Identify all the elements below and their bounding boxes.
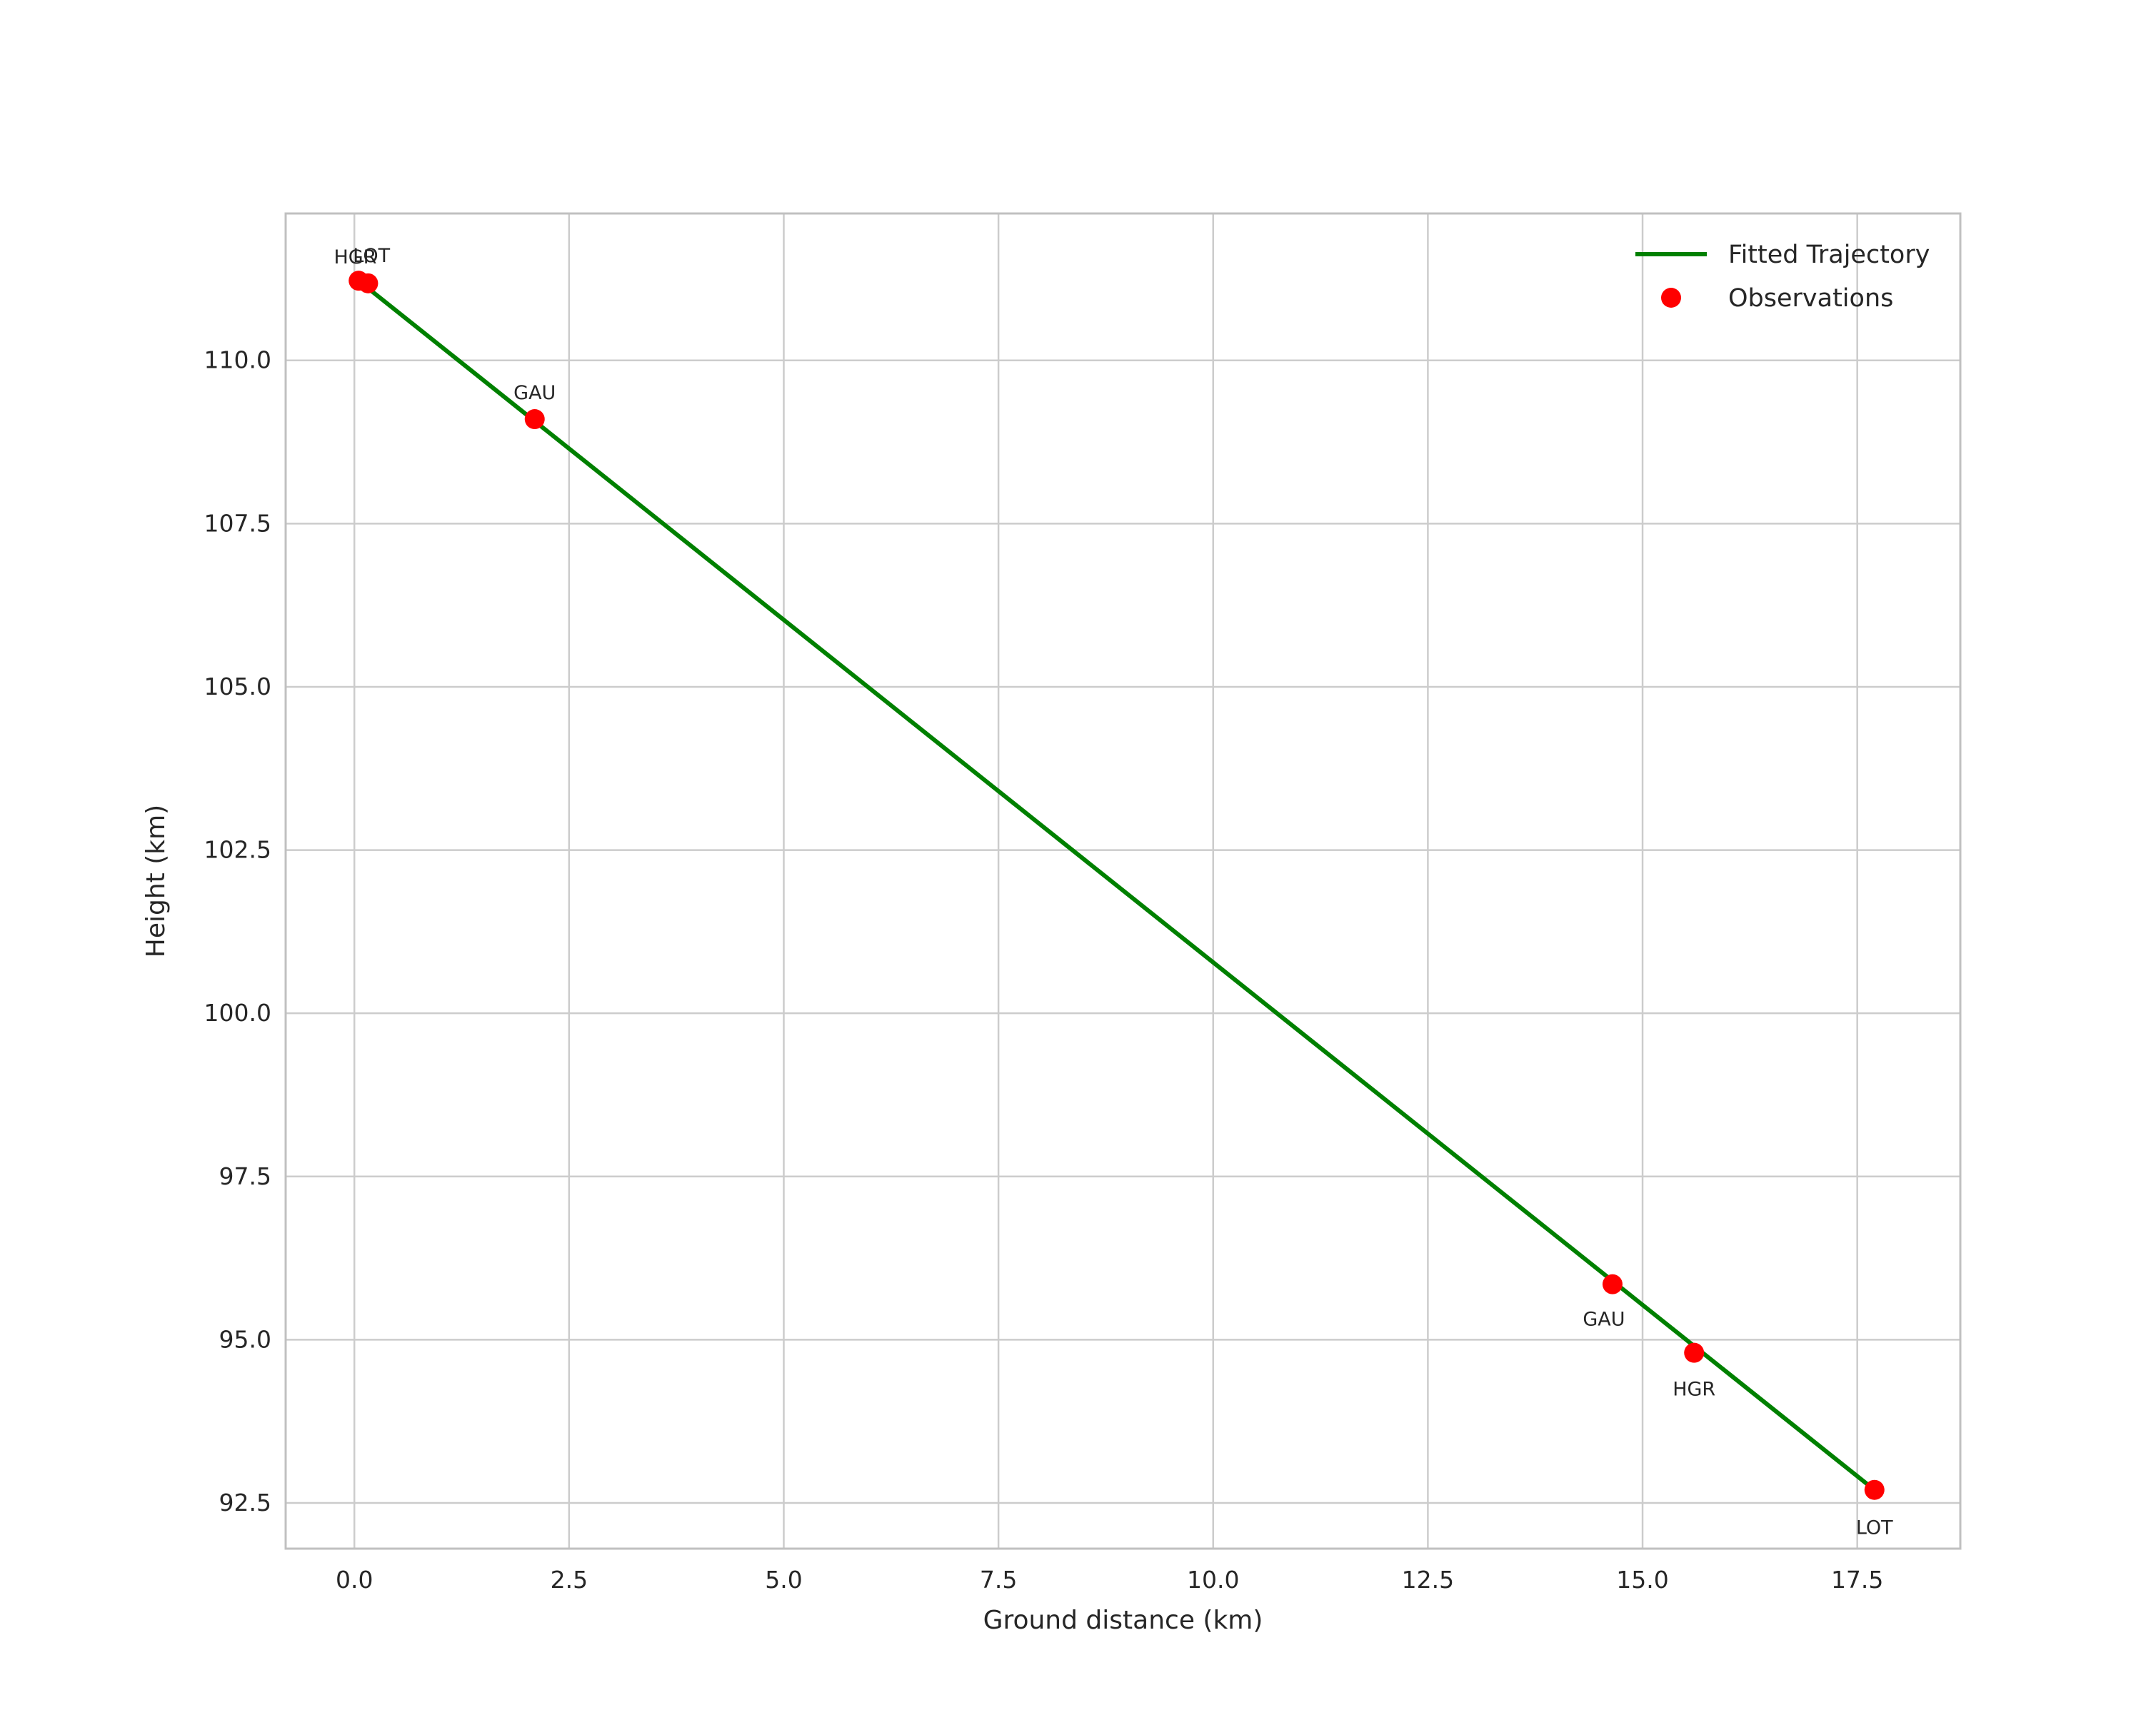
plot-frame: [284, 212, 1962, 1550]
legend-point-sample: [1661, 288, 1681, 308]
y-tick-label: 95.0: [219, 1325, 271, 1353]
legend-label: Observations: [1728, 284, 1893, 313]
x-tick-label: 5.0: [765, 1566, 802, 1594]
y-tick-label: 92.5: [219, 1489, 271, 1517]
y-tick-label: 105.0: [204, 673, 271, 700]
observation-point: [1684, 1342, 1705, 1363]
x-tick-label: 0.0: [336, 1566, 373, 1594]
y-tick-label: 100.0: [204, 999, 271, 1027]
observation-label: HGR: [1673, 1379, 1715, 1401]
observation-label: GAU: [1583, 1309, 1625, 1331]
x-tick-label: 10.0: [1187, 1566, 1239, 1594]
y-axis-label: Height (km): [141, 805, 171, 957]
x-tick-label: 12.5: [1402, 1566, 1454, 1594]
y-tick-label: 102.5: [204, 836, 271, 864]
y-tick-label: 107.5: [204, 509, 271, 537]
x-tick-label: 7.5: [980, 1566, 1017, 1594]
fitted-trajectory-line: [356, 278, 1877, 1492]
observation-label: GAU: [513, 382, 556, 404]
x-tick-label: 17.5: [1831, 1566, 1883, 1594]
observation-point: [1864, 1479, 1885, 1500]
observation-label: HGR: [334, 246, 376, 268]
y-tick-label: 97.5: [219, 1162, 271, 1190]
legend-label: Fitted Trajectory: [1728, 241, 1930, 269]
observation-point: [1602, 1274, 1623, 1294]
x-tick-label: 2.5: [551, 1566, 588, 1594]
y-tick-label: 110.0: [204, 346, 271, 374]
x-axis-label: Ground distance (km): [983, 1606, 1263, 1635]
observation-point: [524, 409, 545, 430]
x-tick-label: 15.0: [1616, 1566, 1668, 1594]
observation-label: LOT: [353, 245, 390, 267]
observation-point: [358, 273, 378, 293]
observation-label: LOT: [1856, 1517, 1893, 1539]
